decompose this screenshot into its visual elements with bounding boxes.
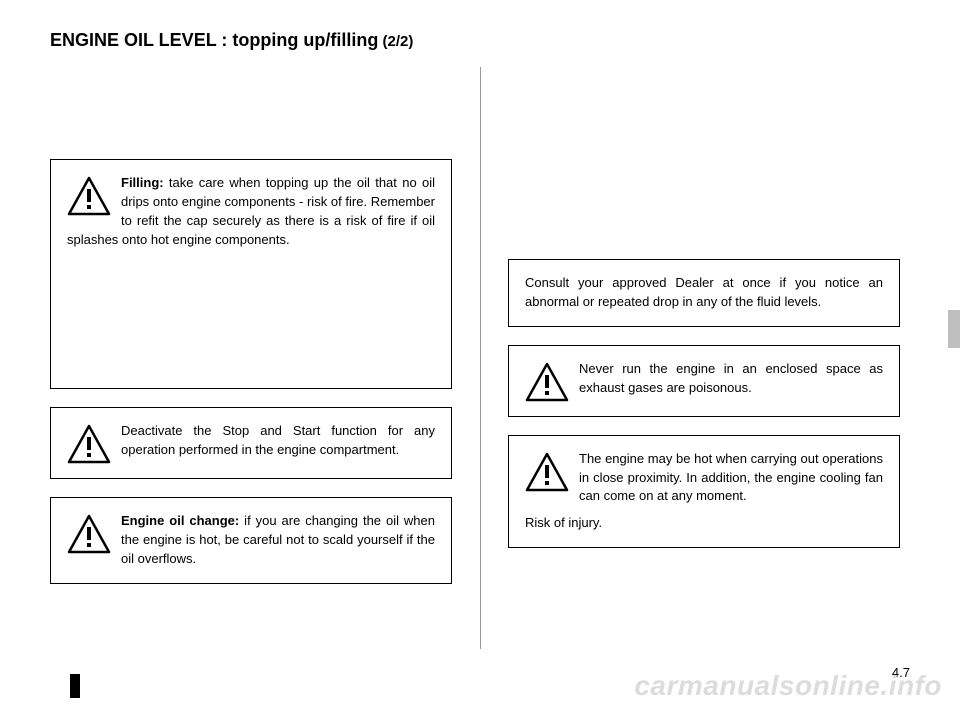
warning-text: Engine oil change: if you are changing t…: [67, 512, 435, 569]
warning-box-enclosed: Never run the engine in an enclosed spac…: [508, 345, 900, 417]
column-divider: [480, 67, 481, 649]
warning-text: Never run the engine in an enclosed spac…: [525, 360, 883, 398]
warning-text: Filling: take care when topping up the o…: [67, 174, 435, 249]
warning-icon: [525, 452, 569, 492]
section-tab: [948, 310, 960, 348]
warning-box-oilchange: Engine oil change: if you are changing t…: [50, 497, 452, 584]
warning-icon: [67, 176, 111, 216]
title-suffix: (2/2): [378, 33, 413, 50]
title-prefix: ENGINE OIL LEVEL :: [50, 30, 232, 50]
warning-icon: [525, 362, 569, 402]
warning-icon: [67, 424, 111, 464]
warning-box-hotengine: The engine may be hot when carrying out …: [508, 435, 900, 548]
info-box-dealer: Consult your approved Dealer at once if …: [508, 259, 900, 327]
page-title: ENGINE OIL LEVEL : topping up/filling (2…: [50, 30, 910, 51]
warning-icon: [67, 514, 111, 554]
left-column: Filling: take care when topping up the o…: [50, 59, 480, 649]
manual-page: ENGINE OIL LEVEL : topping up/filling (2…: [0, 0, 960, 710]
title-main: topping up/filling: [232, 30, 378, 50]
info-text: Consult your approved Dealer at once if …: [525, 274, 883, 312]
warning-text-1: The engine may be hot when carrying out …: [525, 450, 883, 507]
warning-text-2: Risk of injury.: [525, 514, 883, 533]
lead: Engine oil change:: [121, 513, 239, 528]
warning-text: Deactivate the Stop and Start function f…: [67, 422, 435, 460]
footer-mark: [70, 674, 80, 698]
warning-box-stopstart: Deactivate the Stop and Start function f…: [50, 407, 452, 479]
content-columns: Filling: take care when topping up the o…: [50, 59, 910, 649]
lead: Filling:: [121, 175, 164, 190]
watermark: carmanualsonline.info: [634, 670, 942, 702]
warning-box-filling: Filling: take care when topping up the o…: [50, 159, 452, 389]
spacer: [508, 69, 900, 259]
right-column: Consult your approved Dealer at once if …: [480, 59, 910, 649]
